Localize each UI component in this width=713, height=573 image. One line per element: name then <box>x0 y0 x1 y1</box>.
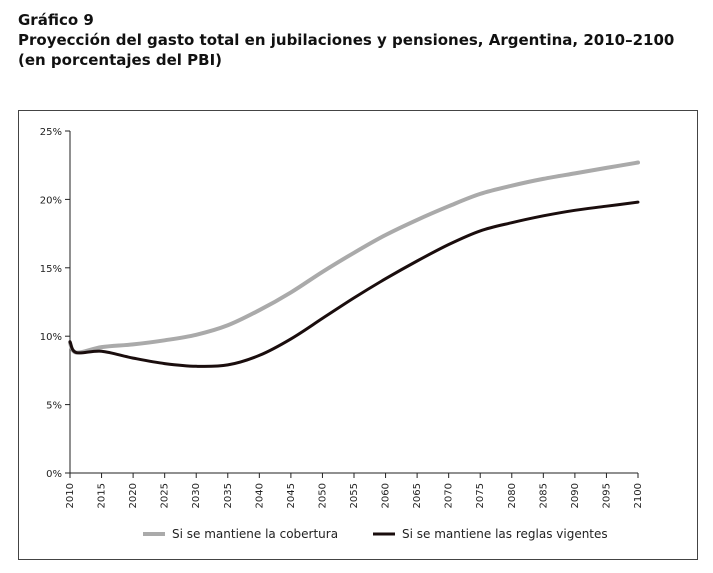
chart-number-label: Gráfico 9 <box>18 11 94 29</box>
x-tick-label: 2040 <box>254 483 265 508</box>
x-tick-label: 2025 <box>160 483 171 508</box>
x-tick-label: 2100 <box>633 483 644 508</box>
y-tick-label: 20% <box>40 195 62 206</box>
y-tick-label: 10% <box>40 332 62 343</box>
y-tick-label: 15% <box>40 264 62 275</box>
chart-header: Gráfico 9 Proyección del gasto total en … <box>18 10 698 70</box>
series-line-1 <box>68 160 640 355</box>
x-tick-label: 2055 <box>349 483 360 508</box>
y-tick-label: 5% <box>46 401 62 412</box>
chart-frame <box>18 110 698 560</box>
x-tick-label: 2010 <box>65 483 76 508</box>
series-line-2 <box>68 200 640 368</box>
x-tick-label: 2070 <box>444 483 455 508</box>
x-tick-label: 2045 <box>286 483 297 508</box>
x-tick-label: 2030 <box>191 483 202 508</box>
x-tick-label: 2075 <box>475 483 486 508</box>
legend-label-2: Si se mantiene las reglas vigentes <box>402 527 608 541</box>
x-tick-label: 2065 <box>412 483 423 508</box>
x-tick-label: 2035 <box>223 483 234 508</box>
x-tick-label: 2090 <box>570 483 581 508</box>
x-tick-label: 2080 <box>507 483 518 508</box>
x-tick-label: 2020 <box>128 483 139 508</box>
y-tick-label: 0% <box>46 469 62 480</box>
chart-title: Proyección del gasto total en jubilacion… <box>18 31 675 49</box>
x-tick-label: 2095 <box>601 483 612 508</box>
x-tick-label: 2060 <box>381 483 392 508</box>
x-tick-label: 2085 <box>538 483 549 508</box>
x-tick-label: 2015 <box>97 483 108 508</box>
chart-subtitle: (en porcentajes del PBI) <box>18 51 223 69</box>
legend-label-1: Si se mantiene la cobertura <box>172 527 338 541</box>
y-tick-label: 25% <box>40 127 62 138</box>
x-tick-label: 2050 <box>317 483 328 508</box>
